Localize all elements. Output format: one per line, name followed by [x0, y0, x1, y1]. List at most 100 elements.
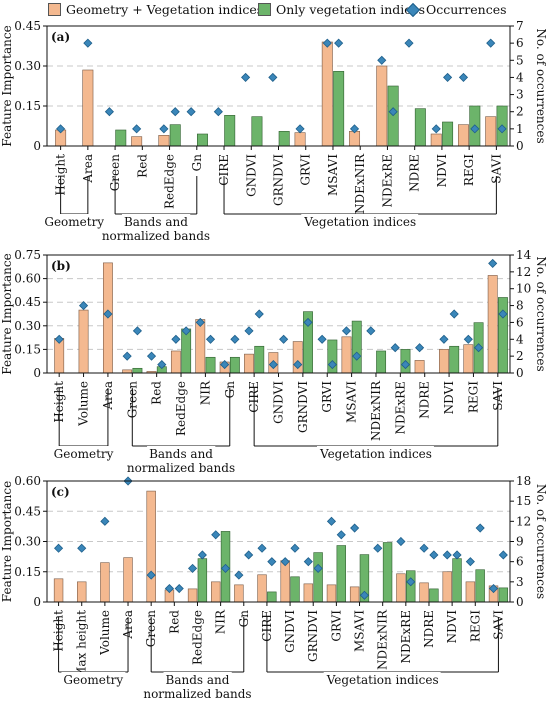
- occurrence-point-pure-MSAVI: [359, 590, 369, 600]
- bar-only-veg-GNDVI: [251, 116, 263, 147]
- group-label-bg: [61, 672, 126, 688]
- occurrence-point-pure-SAVI: [497, 124, 507, 134]
- bar-geometry-veg-NDVI: [430, 133, 442, 147]
- bar-only-veg-Green: [115, 129, 127, 147]
- occurrence-point-MSAVI: [350, 523, 360, 533]
- x-tick-label: NDExRE: [393, 381, 407, 434]
- bar-geometry-veg-Area: [123, 557, 133, 603]
- occurrence-point-NDExNIR: [349, 124, 360, 134]
- occurrence-point-MSAVI: [322, 38, 332, 48]
- occurrence-point-pure-NDExRE: [400, 360, 411, 370]
- x-tick-label: Max height: [75, 610, 89, 679]
- y-tick-label: 0.45: [14, 295, 41, 309]
- bar-only-veg-CIRE: [224, 115, 236, 147]
- occurrence-point-NDExRE: [377, 55, 387, 65]
- group-label-bg: [147, 446, 216, 462]
- occurrence-point-CIRE: [244, 326, 254, 336]
- bar-geometry-veg-RedEdge: [170, 350, 181, 374]
- panel-label: (c): [51, 485, 70, 499]
- group-label: Bands and: [124, 215, 188, 229]
- y-axis-label: Feature Importance: [0, 481, 14, 602]
- occurrence-point-pure-GNDVI: [290, 543, 300, 553]
- group-label: Geometry: [63, 673, 123, 687]
- y2-tick-label: 5: [516, 53, 524, 67]
- occurrence-point-Max height: [77, 543, 87, 553]
- legend-label-only-veg: Only vegetation indices: [276, 2, 426, 17]
- y2-tick-label: 4: [516, 70, 524, 84]
- y-tick-label: 0.30: [14, 59, 41, 73]
- y2-tick-label: 12: [516, 265, 531, 279]
- group-label: normalized bands: [127, 461, 235, 475]
- group-label: normalized bands: [143, 687, 251, 701]
- y-tick-label: 0.15: [14, 342, 41, 356]
- occurrence-point-SAVI: [488, 583, 499, 594]
- x-tick-label: GRVI: [299, 154, 313, 186]
- x-tick-label: GRVI: [320, 381, 334, 413]
- occurrence-point-GRVI: [317, 334, 327, 344]
- occurrence-point-Gn: [186, 107, 196, 117]
- plot-frame: [46, 25, 511, 147]
- y2-tick-label: 4: [516, 332, 524, 346]
- y2-tick-label: 18: [516, 474, 531, 488]
- y-tick-label: 0.15: [14, 565, 41, 579]
- group-label-bg: [317, 446, 434, 462]
- occurrence-point-MSAVI: [341, 326, 352, 336]
- bar-only-veg-RedEdge: [197, 558, 208, 603]
- occurrence-point-pure-NIR: [205, 334, 216, 344]
- x-tick-label: REGI: [466, 381, 480, 413]
- legend-label-geometry-veg: Geometry + Vegetation indices: [66, 2, 264, 17]
- group-label-bg: [323, 672, 441, 688]
- occurrence-point-REGI: [463, 334, 473, 344]
- y-tick-label: 0.75: [14, 248, 41, 262]
- group-label: Vegetation indices: [303, 215, 416, 229]
- bar-only-veg-GRVI: [336, 545, 346, 603]
- bar-geometry-veg-SAVI: [487, 275, 498, 374]
- x-tick-label: NDVI: [445, 610, 459, 644]
- occurrence-point-RedEdge: [171, 334, 181, 344]
- bar-geometry-veg-NIR: [195, 319, 206, 374]
- bar-geometry-veg-GRVI: [326, 584, 337, 603]
- legend-swatch-green: [258, 3, 271, 16]
- x-tick-label: Green: [108, 154, 122, 192]
- legend-swatch-orange: [48, 3, 61, 16]
- chart-panel-1: 0 0.15 0.30 0.45 0 1 2 3 4 5 6 7 Feature Importance N…: [0, 19, 548, 244]
- bar-geometry-veg-REGI: [463, 344, 474, 374]
- y2-tick-label: 12: [516, 514, 531, 528]
- group-label-bg: [163, 672, 232, 688]
- bar-geometry-veg-CIRE: [257, 574, 267, 603]
- occurrence-point-Height: [54, 543, 64, 553]
- occurrence-point-pure-Green: [132, 326, 142, 336]
- occurrence-point-Red: [146, 351, 157, 361]
- x-tick-label: NDRE: [418, 381, 432, 419]
- occurrence-point-pure-GRNDVI: [313, 563, 323, 573]
- x-tick-label: NDExNIR: [353, 153, 367, 214]
- group-label: Geometry: [44, 215, 104, 229]
- y2-axis-label: No. of occurrences: [534, 28, 548, 143]
- occurrence-point-pure-REGI: [474, 343, 484, 353]
- bar-only-veg-CIRE: [267, 591, 277, 603]
- bar-geometry-veg-MSAVI: [349, 586, 360, 603]
- y2-tick-label: 15: [516, 494, 531, 508]
- occurrence-point-GNDVI: [280, 557, 290, 567]
- y-tick-label: 0.60: [14, 272, 41, 286]
- x-tick-label: GNDVI: [283, 610, 297, 653]
- legend-item-only-veg: Only vegetation indices: [258, 2, 425, 17]
- bar-geometry-veg-MSAVI: [341, 336, 352, 374]
- y-axis-label: Feature Importance: [0, 25, 14, 146]
- bar-only-veg-NIR: [205, 356, 216, 374]
- y2-tick-label: 6: [516, 36, 524, 50]
- occurrence-point-pure-GNDVI: [279, 334, 289, 344]
- occurrence-point-pure-NDExRE: [406, 577, 416, 587]
- bar-only-veg-SAVI: [498, 297, 508, 374]
- occurrence-point-pure-NDVI: [443, 72, 453, 82]
- x-tick-label: GNDVI: [244, 154, 258, 197]
- occurrence-point-Green: [146, 570, 156, 580]
- group-label-bg: [124, 460, 238, 476]
- occurrence-point-pure-GRVI: [327, 360, 337, 370]
- occurrence-point-Height: [54, 334, 64, 344]
- x-tick-label: Area: [81, 154, 95, 184]
- occurrence-point-Red: [164, 583, 174, 594]
- bar-only-veg-NDRE: [429, 588, 439, 603]
